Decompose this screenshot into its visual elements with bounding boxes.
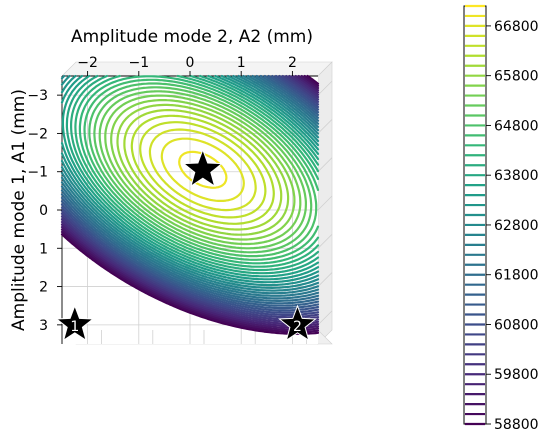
contour-line <box>78 75 320 265</box>
star-marker-optimum <box>182 148 224 188</box>
x-tick-label: −1 <box>128 55 149 71</box>
contour-line <box>60 74 320 284</box>
contour-line <box>65 74 320 275</box>
contour-line <box>60 74 320 323</box>
contour-line <box>60 74 320 292</box>
colorbar: 66800 65800 64800 63800 62800 61800 60800 59800… <box>463 4 539 433</box>
y-tick-label: −3 <box>27 88 48 104</box>
x-tick-label: 2 <box>288 55 297 71</box>
contour-line <box>116 103 290 236</box>
contour-line <box>60 74 320 314</box>
y-axis-label: Amplitude mode 1, A1 (mm) <box>9 89 29 331</box>
contour-line <box>123 109 283 231</box>
contour-line <box>60 74 320 333</box>
contour-line <box>60 74 320 281</box>
colorbar-tick-label: 63800 <box>494 168 539 184</box>
y-pane-gridline <box>317 80 333 96</box>
contour-line <box>148 128 257 212</box>
y-tick-label: 2 <box>39 280 48 296</box>
contour-line <box>60 74 320 327</box>
contour-line <box>60 74 320 302</box>
colorbar-tick-label: 61800 <box>494 268 539 284</box>
contour-line <box>60 74 320 310</box>
chart-title: Amplitude mode 2, A2 (mm) <box>71 27 313 47</box>
colorbar-tick-label: 66800 <box>494 19 539 35</box>
y-tick-label: 3 <box>39 318 48 334</box>
colorbar-tick-label: 58800 <box>494 417 539 433</box>
y-tick-label: 0 <box>39 203 48 219</box>
y-pane-gridline <box>317 195 333 211</box>
contour-line <box>130 114 275 225</box>
contour-line <box>139 121 267 219</box>
contour-line <box>60 74 320 305</box>
contour-line <box>104 94 302 246</box>
y-pane-gridline <box>317 119 333 134</box>
contour-line <box>98 90 307 250</box>
contour-line <box>60 74 320 319</box>
star-marker-label: 1 <box>70 319 79 335</box>
contour-line <box>74 74 320 268</box>
contour-line <box>160 137 245 202</box>
y-pane-gridline <box>317 272 333 287</box>
star-marker-label: 2 <box>293 319 302 335</box>
contour-line <box>60 74 320 300</box>
x-tick-label: 0 <box>186 55 195 71</box>
y-tick-label: 1 <box>39 241 48 257</box>
colorbar-tick-label: 60800 <box>494 317 539 333</box>
contour-line <box>60 74 320 287</box>
contour-line <box>110 99 296 241</box>
colorbar-tick-label: 59800 <box>494 367 539 383</box>
contour-line <box>60 74 320 331</box>
y-pane-gridline <box>317 157 333 172</box>
contour-line <box>60 74 320 325</box>
x-ticks: −2 −1 0 1 2 <box>77 55 297 76</box>
y-pane-gridline <box>317 234 333 249</box>
contour-line <box>83 78 320 261</box>
y-tick-label: −1 <box>27 165 48 181</box>
y-pane-gridline <box>317 310 333 326</box>
y-ticks: −3 −2 −1 0 1 2 3 <box>27 88 62 334</box>
contour-lines <box>60 74 320 335</box>
contour-line <box>70 74 320 272</box>
star-marker-mode-1 <box>55 304 95 342</box>
y-tick-label: −2 <box>27 126 48 142</box>
contour-line <box>60 74 320 335</box>
x-tick-label: −2 <box>77 55 98 71</box>
contour-line <box>93 86 313 254</box>
contour-line <box>60 74 320 307</box>
contour-line <box>60 74 320 321</box>
contour-line <box>60 74 320 295</box>
contour-line <box>60 74 320 297</box>
colorbar-tick-label: 65800 <box>494 69 539 85</box>
contour-line <box>60 74 320 312</box>
star-marker-mode-2 <box>278 304 317 342</box>
contour-line <box>60 74 320 329</box>
x-tick-label: 1 <box>237 55 246 71</box>
colorbar-tick-label: 62800 <box>494 218 539 234</box>
contour-line <box>88 82 318 258</box>
contour-line <box>60 74 320 289</box>
colorbar-tick-label: 64800 <box>494 118 539 134</box>
contour-line <box>61 74 320 278</box>
